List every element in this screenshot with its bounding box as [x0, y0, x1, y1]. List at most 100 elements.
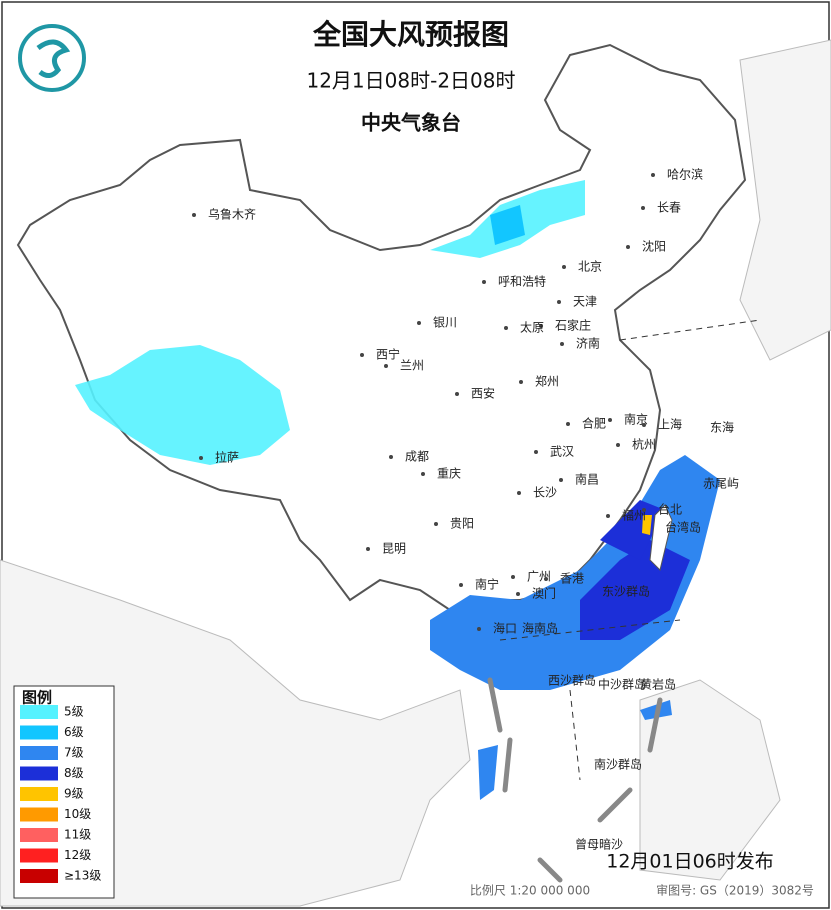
city-label: 重庆 [437, 467, 461, 481]
city-dot [389, 455, 393, 459]
city-label: 黄岩岛 [640, 677, 676, 692]
city-label: 济南 [576, 336, 600, 351]
city-label: 昆明 [382, 542, 406, 556]
sea-boundary [499, 319, 761, 781]
city-label: 西沙群岛 [548, 673, 596, 688]
neighbour-land [739, 39, 831, 361]
city-dot [477, 627, 481, 631]
city-label: 杭州 [632, 437, 656, 452]
legend-swatch [20, 848, 58, 863]
city-dot [421, 472, 425, 476]
legend-swatch [20, 725, 58, 740]
city-label: 南京 [624, 412, 648, 427]
legend-label: 6级 [64, 725, 84, 739]
wind-area-8 [580, 540, 690, 640]
city-label: 乌鲁木齐 [208, 207, 256, 222]
logo-mark [36, 39, 71, 78]
title: 全国大风预报图 [312, 18, 509, 51]
city-label: 东海 [710, 420, 734, 435]
city-label: 沈阳 [642, 239, 666, 254]
legend-swatch [20, 766, 58, 781]
city-label: 贵阳 [450, 517, 474, 531]
city-label: 北京 [578, 260, 602, 274]
city-label: 西安 [471, 386, 495, 401]
city-label: 南昌 [575, 472, 599, 487]
agency: 中央气象台 [361, 111, 461, 135]
issue-time: 12月01日06时发布 [606, 851, 774, 873]
city-label: 长春 [657, 201, 681, 215]
city-dot [504, 326, 508, 330]
city-dot [642, 508, 646, 512]
wind-area-9 [642, 515, 652, 535]
city-label: 哈尔滨 [667, 167, 703, 182]
city-dot [360, 353, 364, 357]
city-dot [455, 392, 459, 396]
city-dot [534, 450, 538, 454]
city-label: 台北 [658, 502, 682, 517]
city-dot [366, 547, 370, 551]
city-label: 郑州 [535, 374, 559, 389]
city-dot [606, 514, 610, 518]
city-label: 天津 [573, 295, 597, 309]
city-label: 兰州 [400, 359, 424, 373]
city-label: 广州 [527, 570, 551, 584]
legend-swatch [20, 746, 58, 760]
legend-items: 5级 6级 7级 8级 9级 10级 11级 12级 ≥13级 [20, 705, 101, 883]
review-number: 审图号: GS（2019）3082号 [656, 883, 814, 898]
city-label: 上海 [658, 417, 682, 432]
legend-label: 7级 [64, 746, 84, 760]
city-dot [562, 265, 566, 269]
legend-swatch [20, 807, 58, 822]
legend-label: 12级 [64, 848, 91, 862]
wind-area-7 [478, 745, 498, 800]
city-dot [651, 173, 655, 177]
city-label: 福州 [622, 508, 646, 523]
city-dot [616, 443, 620, 447]
city-dot [642, 423, 646, 427]
city-label: 武汉 [550, 445, 574, 459]
city-label: 银川 [433, 316, 457, 330]
city-dot [544, 577, 548, 581]
city-label: 合肥 [582, 416, 606, 431]
city-dot [516, 592, 520, 596]
legend-swatch [20, 869, 58, 883]
legend-swatch [20, 787, 58, 801]
city-label: 香港 [560, 572, 584, 586]
city-dot [539, 324, 543, 328]
city-dot [557, 300, 561, 304]
city-dot [199, 456, 203, 460]
city-dot [559, 478, 563, 482]
city-dot [560, 342, 564, 346]
legend-label: 9级 [64, 787, 84, 801]
legend-label: 10级 [64, 807, 91, 821]
wind-area-6 [490, 205, 525, 245]
legend-label: 5级 [64, 705, 84, 719]
city-dot [459, 583, 463, 587]
city-dot [626, 245, 630, 249]
logo [18, 24, 86, 92]
city-label: 西宁 [376, 347, 400, 362]
city-label: 南宁 [475, 577, 499, 592]
taiwan [649, 504, 673, 571]
neighbour-land [639, 679, 781, 881]
city-dot [482, 280, 486, 284]
city-label: 太原 [520, 320, 544, 335]
city-label: 石家庄 [555, 318, 591, 333]
city-dot [417, 321, 421, 325]
legend-swatch [20, 705, 58, 719]
wind-area-5 [75, 345, 290, 465]
city-label: 曾母暗沙 [575, 837, 623, 852]
city-label: 赤尾屿 [703, 477, 739, 491]
legend-label: ≥13级 [64, 869, 101, 883]
city-label: 南沙群岛 [594, 757, 642, 772]
neighbour-land [0, 559, 471, 907]
city-dot [641, 206, 645, 210]
city-dot [511, 575, 515, 579]
city-label: 海口 [493, 621, 517, 636]
city-dot [517, 491, 521, 495]
city-label: 长沙 [533, 486, 557, 500]
city-label: 中沙群岛 [598, 677, 646, 692]
